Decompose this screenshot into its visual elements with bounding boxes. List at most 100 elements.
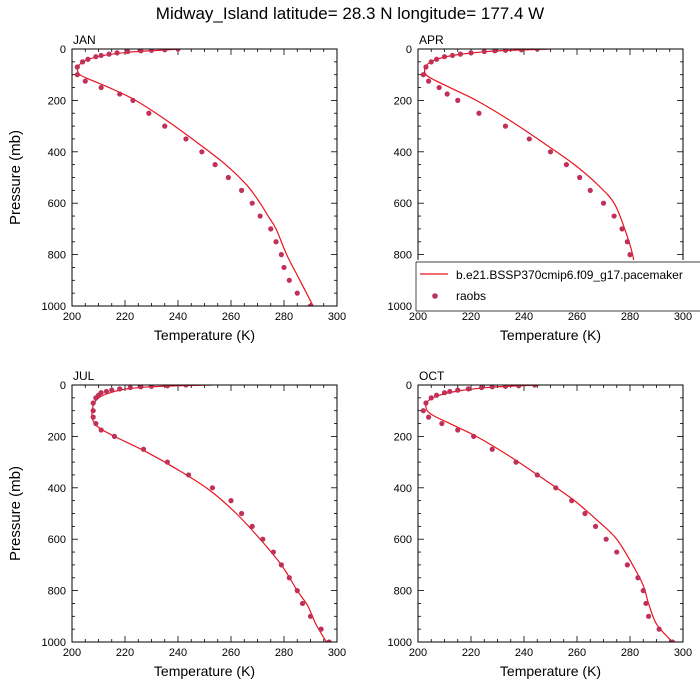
raobs-point — [74, 64, 80, 70]
panel-frame — [71, 384, 338, 643]
raobs-point — [603, 536, 609, 542]
raobs-point — [90, 400, 96, 406]
legend-marker-swatch — [432, 293, 438, 299]
model-profile-line — [76, 49, 314, 306]
raobs-point — [98, 427, 104, 433]
panel-frame — [71, 48, 338, 307]
raobs-point — [447, 388, 453, 395]
raobs-point — [278, 252, 284, 258]
raobs-point — [186, 472, 192, 478]
raobs-point — [516, 385, 522, 389]
raobs-point — [619, 226, 625, 232]
y-tick-label: 200 — [48, 95, 66, 107]
y-tick-label: 1000 — [388, 301, 412, 313]
raobs-point — [444, 91, 450, 97]
x-tick-label: 200 — [63, 311, 81, 323]
raobs-point — [138, 49, 144, 54]
legend: b.e21.BSSP370cmip6.f09_g17.pacemakerraob… — [415, 260, 700, 312]
raobs-point — [457, 51, 463, 57]
raobs-point — [502, 49, 509, 53]
raobs-point — [164, 385, 170, 389]
raobs-point — [270, 549, 276, 555]
panel-jan: 200 220 240 260 280 300 0 200 400 600 800 1000 Tempe… — [7, 33, 346, 343]
x-tick-label: 280 — [275, 647, 293, 659]
x-tick-label: 280 — [621, 311, 639, 323]
raobs-point — [669, 639, 675, 642]
raobs-point — [199, 149, 205, 155]
x-tick-label: 200 — [409, 311, 427, 323]
x-tick-label: 220 — [462, 311, 480, 323]
raobs-point — [577, 174, 583, 181]
raobs-point — [209, 485, 216, 491]
raobs-point — [479, 385, 485, 391]
x-tick-label: 200 — [63, 647, 81, 659]
y-tick-label: 200 — [48, 431, 66, 443]
x-tick-label: 240 — [515, 647, 533, 659]
raobs-point — [455, 387, 461, 393]
raobs-point — [257, 213, 263, 219]
raobs-point — [183, 385, 189, 388]
raobs-point — [162, 123, 168, 129]
model-profile-line — [91, 385, 327, 642]
x-tick-label: 300 — [328, 311, 346, 323]
y-tick-label: 800 — [48, 586, 66, 598]
raobs-point — [489, 385, 495, 390]
panel-data — [420, 49, 663, 306]
y-tick-label: 0 — [406, 44, 412, 56]
raobs-point — [420, 72, 426, 78]
raobs-point — [127, 385, 133, 391]
raobs-point — [433, 392, 440, 398]
raobs-point — [98, 52, 104, 59]
raobs-point — [93, 420, 99, 427]
panel-label: JAN — [73, 33, 96, 47]
y-tick-label: 600 — [48, 534, 66, 546]
x-tick-label: 260 — [568, 311, 586, 323]
x-tick-label: 280 — [621, 647, 639, 659]
figure-title: Midway_Island latitude= 28.3 N longitude… — [155, 4, 545, 23]
x-axis-label: Temperature (K) — [500, 327, 601, 343]
raobs-point — [260, 536, 266, 542]
raobs-point — [481, 49, 487, 55]
raobs-point — [278, 562, 284, 568]
raobs-point — [212, 162, 218, 168]
raobs-point — [225, 174, 231, 181]
raobs-point — [273, 239, 279, 245]
raobs-point — [428, 59, 434, 65]
x-axis-label: Temperature (K) — [154, 327, 255, 343]
y-tick-label: 0 — [60, 380, 66, 392]
raobs-point — [526, 136, 532, 142]
raobs-point — [239, 187, 245, 193]
raobs-point — [532, 385, 538, 388]
x-tick-label: 260 — [222, 311, 240, 323]
raobs-point — [106, 51, 112, 57]
raobs-point — [90, 408, 96, 414]
raobs-point — [299, 600, 306, 607]
raobs-point — [502, 385, 509, 389]
raobs-point — [455, 427, 461, 433]
panel-data — [90, 385, 332, 642]
panel-frame — [417, 384, 684, 643]
raobs-point — [117, 91, 123, 97]
raobs-point — [281, 264, 287, 271]
raobs-point — [114, 50, 120, 56]
raobs-point — [318, 626, 324, 632]
x-tick-label: 220 — [462, 647, 480, 659]
raobs-point — [268, 226, 274, 232]
panel-label: OCT — [419, 369, 445, 383]
raobs-point — [436, 84, 442, 91]
y-axis-label: Pressure (mb) — [7, 130, 24, 225]
raobs-point — [249, 523, 255, 529]
raobs-point — [80, 59, 86, 65]
raobs-point — [441, 54, 448, 60]
x-tick-label: 280 — [275, 311, 293, 323]
x-tick-label: 260 — [568, 647, 586, 659]
y-tick-label: 600 — [48, 198, 66, 210]
raobs-point — [239, 510, 245, 517]
raobs-point — [326, 639, 332, 642]
raobs-point — [228, 498, 234, 504]
x-tick-label: 260 — [222, 647, 240, 659]
raobs-point — [640, 588, 646, 594]
panel-data — [74, 49, 314, 306]
raobs-point — [441, 390, 448, 396]
